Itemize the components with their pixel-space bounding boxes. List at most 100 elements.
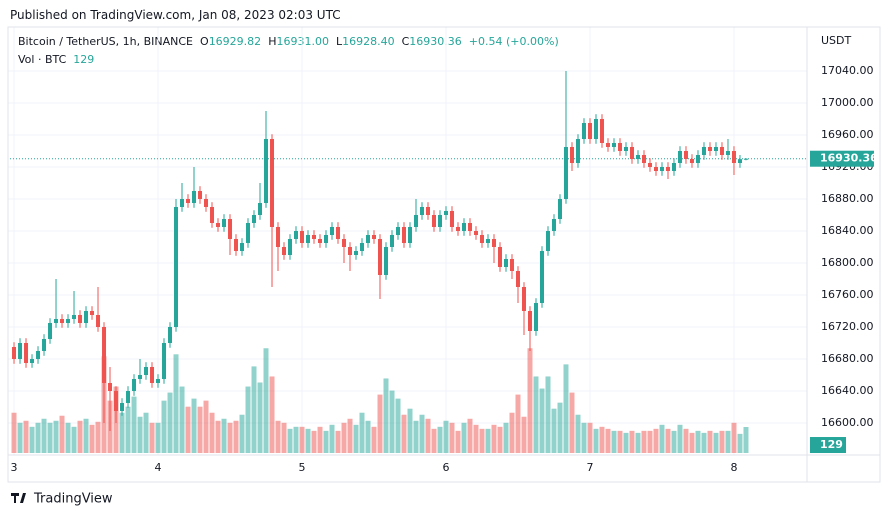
candle-body [731,151,736,163]
volume-bar [401,414,407,453]
candle-body [737,159,742,163]
candle-body [521,287,526,311]
x-tick-label: 8 [730,461,737,474]
candle-body [240,243,245,251]
volume-bar [215,420,221,453]
candle-body [425,207,430,215]
volume-bar [551,408,557,453]
volume-bar [29,426,35,453]
candle-body [300,231,305,243]
volume-bar [641,430,647,453]
volume-bar [257,382,263,453]
candle-body [294,231,299,239]
candle-body [719,147,724,155]
volume-bar [335,430,341,453]
volume-bar [599,426,605,453]
volume-bar [623,432,629,453]
candle-body [144,367,149,375]
candle-body [635,155,640,159]
candle-body [192,191,197,203]
logo-mark [11,493,26,503]
volume-bar [155,422,161,453]
legend-value: 16929.82 [208,35,262,48]
logo: TradingView [11,492,113,507]
volume-bar [305,428,311,453]
candle-body [581,123,586,139]
frame [7,26,881,483]
volume-bar [233,420,239,453]
volume-bar [497,426,503,453]
candle-body [491,239,496,247]
candle-body [78,315,83,323]
volume-bar [125,406,131,453]
volume-bar [167,392,173,453]
y-tick-label: 16960.00 [821,128,874,141]
volume-bar [83,418,89,453]
volume-bar [437,426,443,453]
volume-bar [149,422,155,453]
candle-body [108,383,113,391]
volume-bar [689,432,695,453]
candle-body [443,211,448,215]
volume-bar [503,422,509,453]
volume-bar [701,432,707,453]
volume-bar [47,422,53,453]
y-tick-label: 16760.00 [821,288,874,301]
candle-body [24,343,29,363]
volume-bar [395,398,401,453]
volume-bar [191,398,197,453]
candle-body [683,151,688,159]
volume-bar [593,428,599,453]
candle-body [629,147,634,159]
volume-bar [449,422,455,453]
volume-bar [137,416,143,453]
candle-body [545,231,550,251]
volume-bar [323,430,329,453]
candle-body [66,319,71,323]
y-tick-label: 16840.00 [821,224,874,237]
volume-bar [491,424,497,453]
candle-body [312,235,317,239]
candle-body [557,199,562,219]
volume-bar [143,412,149,453]
candle-body [413,215,418,227]
candle-body [264,139,269,203]
candle-body [419,207,424,215]
x-tick-label: 4 [155,461,162,474]
volume-bar [287,428,293,453]
volume-bar [677,424,683,453]
candle-body [30,359,35,363]
candle-body [276,227,281,247]
candle-body [689,159,694,163]
volume-bar [197,406,203,453]
candle-body [72,315,77,319]
legend-value: 16931.00 [276,35,329,48]
x-tick-label: 7 [586,461,593,474]
candle-body [707,147,712,151]
candle-body [216,223,221,227]
volume-title: Vol · BTC [18,53,67,66]
candle-body [575,139,580,163]
volume-bar [575,414,581,453]
volume-bar [263,348,269,453]
candle-body [665,167,670,171]
volume-bar [65,422,71,453]
candle-body [42,339,47,351]
candle-body [252,215,257,223]
volume-bar [707,430,713,453]
x-tick-label: 5 [299,461,306,474]
legend-key: L [335,35,343,48]
volume-bar [299,426,305,453]
volume-bar [17,422,23,453]
volume-bar [71,426,77,453]
y-tick-label: 16600.00 [821,416,874,429]
candle-body [210,207,215,223]
volume-bar [719,430,725,453]
candle-body [246,223,251,243]
legend-value: 16928.40 [342,35,395,48]
change: +0.54 (+0.00%) [468,35,559,48]
volume-bar [569,392,575,453]
candle-body [198,191,203,199]
volume-bar [131,396,137,453]
candle-body [515,271,520,287]
